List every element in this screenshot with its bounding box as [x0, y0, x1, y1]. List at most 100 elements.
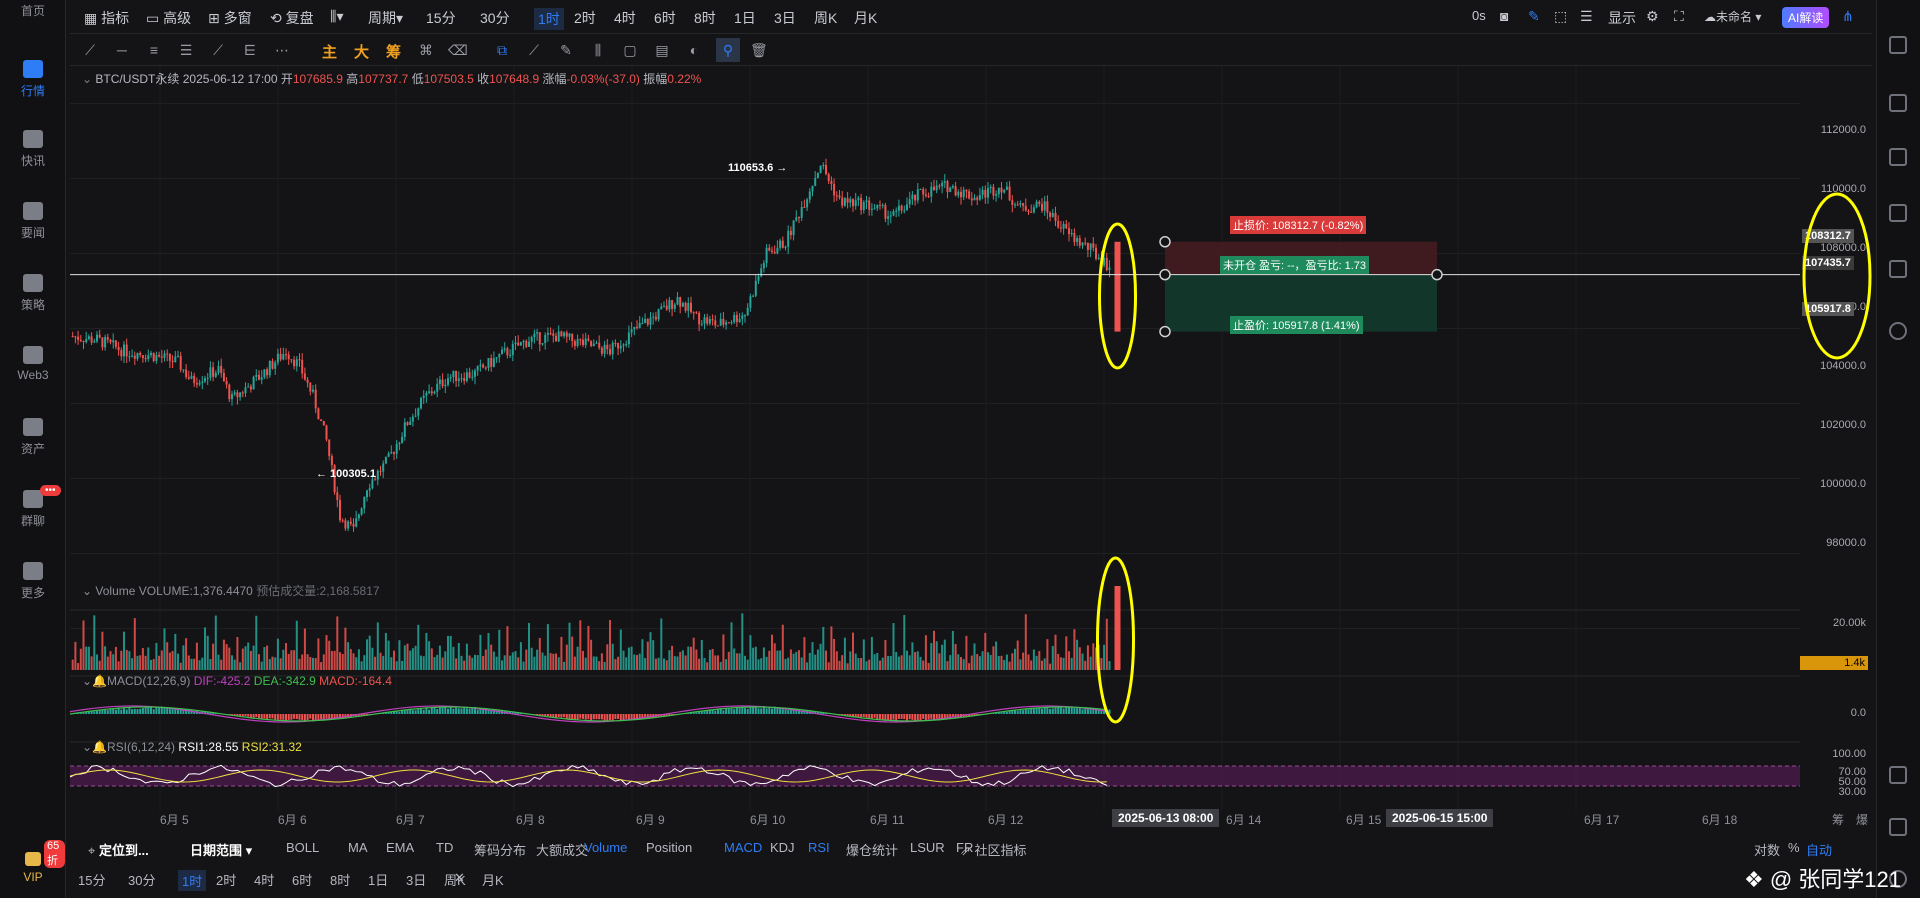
calculator-icon[interactable]	[1889, 260, 1907, 278]
percent-scale-toggle[interactable]: %	[1788, 840, 1800, 855]
interval-tab-7[interactable]: 1日	[734, 10, 756, 26]
main-chart-toggle[interactable]: 主	[322, 44, 338, 61]
measure-icon[interactable]: ⟋	[529, 42, 539, 58]
sub-indicator-7[interactable]: FR	[956, 840, 974, 855]
stop-loss-label[interactable]: 止损价: 108312.7 (-0.82%)	[1230, 216, 1367, 234]
interval-tab-3[interactable]: 2时	[574, 10, 596, 26]
trendline-icon[interactable]: ⟋	[85, 42, 95, 58]
auto-scale-toggle[interactable]: 自动	[1806, 843, 1833, 858]
price-axis[interactable]: 112000.0 110000.0 108000.0 106000.0 1040…	[1800, 66, 1872, 811]
interval-tab-8[interactable]: 3日	[774, 10, 796, 26]
collapse-toggle-icon[interactable]: ⌄	[82, 740, 93, 754]
channel-icon[interactable]: ⋿	[243, 42, 257, 58]
position-status-label[interactable]: 未开仓 盈亏: --，盈亏比: 1.73	[1220, 256, 1370, 274]
filter-icon[interactable]: ⚲	[716, 38, 740, 62]
sub-indicator-6[interactable]: LSUR	[910, 840, 945, 855]
more-tools-icon[interactable]: ⋯	[275, 42, 289, 58]
nav-strategy[interactable]: 策略	[0, 274, 66, 313]
magnet-icon[interactable]: ⌘	[419, 42, 433, 58]
interval-tab-6[interactable]: 8时	[694, 10, 716, 26]
candlestick-chart[interactable]	[70, 66, 1800, 811]
bell-icon[interactable]: 🔔	[92, 740, 108, 754]
nav-more[interactable]: 更多	[0, 562, 66, 601]
community-indicators-button[interactable]: ⇗ 社区指标	[960, 840, 1027, 859]
bottom-interval-2[interactable]: 1时	[178, 870, 207, 891]
layout-name-dropdown[interactable]: ☁未命名 ▾	[1704, 10, 1762, 24]
display-button[interactable]: 显示	[1608, 8, 1636, 28]
date-range-dropdown[interactable]: 日期范围 ▾	[190, 843, 253, 858]
take-profit-label[interactable]: 止盈价: 105917.8 (1.41%)	[1230, 316, 1363, 334]
list-icon[interactable]: ☰	[1580, 8, 1593, 24]
trash-icon[interactable]: 🗑	[750, 42, 768, 58]
main-indicator-3[interactable]: TD	[436, 840, 454, 855]
chip-axis-button[interactable]: 筹	[1832, 813, 1845, 827]
sub-indicator-3[interactable]: KDJ	[770, 840, 795, 855]
main-indicator-5[interactable]: 大额成交	[536, 843, 589, 858]
fib-icon[interactable]: ☰	[179, 42, 193, 58]
interval-tab-10[interactable]: 月K	[854, 10, 878, 26]
bottom-interval-8[interactable]: 3日	[406, 873, 427, 888]
collapse-toggle-icon[interactable]: ⌄	[82, 584, 96, 598]
period-dropdown[interactable]: 周期▾	[368, 8, 403, 28]
brush-icon[interactable]: ✎	[560, 42, 572, 58]
visibility-icon[interactable]: ◐	[689, 42, 699, 58]
bottom-interval-6[interactable]: 8时	[330, 873, 351, 888]
bottom-interval-1[interactable]: 30分	[128, 873, 156, 888]
close-interval-bar-button[interactable]: ✕	[454, 870, 465, 885]
ruler-icon[interactable]: ⟋	[213, 42, 223, 58]
horizontal-line-icon[interactable]: ─	[117, 42, 127, 58]
bottom-interval-5[interactable]: 6时	[292, 873, 313, 888]
chart-type-button[interactable]: ⫼▾	[330, 8, 343, 25]
sub-indicator-4[interactable]: RSI	[808, 840, 830, 855]
bottom-interval-0[interactable]: 15分	[78, 873, 106, 888]
interval-tab-1[interactable]: 30分	[480, 10, 510, 26]
bottom-interval-4[interactable]: 4时	[254, 873, 275, 888]
ai-explain-button[interactable]: AI解读	[1782, 7, 1830, 28]
sub-indicator-1[interactable]: Position	[646, 840, 693, 855]
dollar-icon[interactable]	[1889, 94, 1907, 112]
advanced-button[interactable]: ▭ 高级	[146, 8, 191, 28]
copy-icon[interactable]: ⧉	[497, 42, 507, 58]
bottom-interval-3[interactable]: 2时	[216, 873, 237, 888]
collapse-toggle-icon[interactable]: ⌄	[82, 674, 93, 688]
share-icon[interactable]: ⋔	[1842, 8, 1854, 24]
bottom-interval-10[interactable]: 月K	[482, 873, 504, 888]
settings-icon[interactable]: ⚙	[1646, 8, 1659, 24]
nav-home[interactable]: 首页	[0, 2, 66, 19]
interval-tab-5[interactable]: 6时	[654, 10, 676, 26]
bell-icon[interactable]: 🔔	[92, 674, 108, 688]
camera-icon[interactable]: ◙	[1500, 8, 1509, 24]
monitor-icon[interactable]	[1889, 204, 1907, 222]
sub-indicator-2[interactable]: MACD	[724, 840, 763, 855]
layout-icon[interactable]: ⬚	[1554, 8, 1568, 24]
bars-pattern-icon[interactable]: ⫼	[594, 42, 602, 58]
nav-group-chat[interactable]: 群聊	[0, 490, 66, 529]
message-icon[interactable]	[1889, 818, 1907, 836]
liquidation-axis-button[interactable]: 爆	[1856, 813, 1869, 827]
main-indicator-4[interactable]: 筹码分布	[474, 843, 527, 858]
multi-window-button[interactable]: ⊞ 多窗	[208, 8, 252, 28]
eraser-icon[interactable]: ⌫	[448, 42, 468, 58]
nav-web3[interactable]: Web3	[0, 346, 66, 382]
main-indicator-0[interactable]: BOLL	[286, 840, 320, 855]
pen-icon[interactable]: ✎	[1528, 8, 1540, 24]
interval-tab-2[interactable]: 1时	[534, 8, 564, 30]
replay-button[interactable]: ⟲ 复盘	[270, 8, 314, 28]
main-indicator-2[interactable]: EMA	[386, 840, 415, 855]
bottom-interval-7[interactable]: 1日	[368, 873, 389, 888]
large-order-toggle[interactable]: 大	[354, 44, 370, 61]
fullscreen-icon[interactable]: ⛶	[1674, 8, 1684, 24]
interval-tab-4[interactable]: 4时	[614, 10, 636, 26]
headset-icon[interactable]	[1889, 870, 1907, 888]
note-icon[interactable]: ▤	[655, 42, 669, 58]
bottom-interval-9[interactable]: 周K	[444, 873, 466, 888]
nav-news-flash[interactable]: 快讯	[0, 130, 66, 169]
notes-icon[interactable]	[1889, 36, 1907, 54]
sub-indicator-0[interactable]: Volume	[584, 840, 628, 855]
layout-panel-icon[interactable]	[1889, 766, 1907, 784]
chart-area[interactable]: ⌄ BTC/USDT永续 2025-06-12 17:00 开107685.9 …	[70, 66, 1800, 811]
nav-market[interactable]: 行情	[0, 60, 66, 99]
log-scale-toggle[interactable]: 对数	[1754, 843, 1781, 858]
bar-chart-icon[interactable]	[1889, 148, 1907, 166]
parallel-lines-icon[interactable]: ≡	[149, 42, 159, 58]
